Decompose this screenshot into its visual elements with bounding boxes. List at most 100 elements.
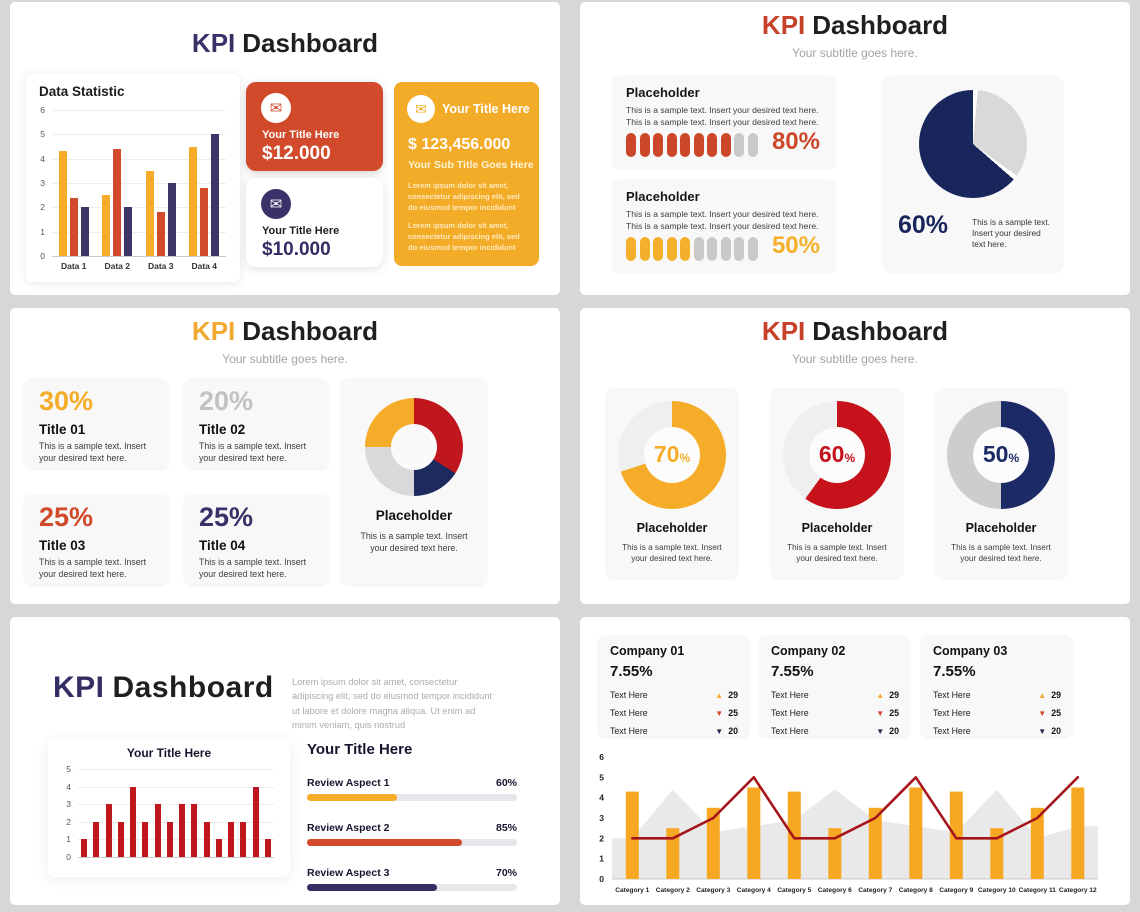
title-main: Dashboard [812,316,949,346]
slide-3[interactable]: KPI Dashboard Your subtitle goes here. 30… [10,308,560,604]
stat-card-white: ✉ Your Title Here $10.000 [246,178,383,267]
svg-text:Category 7: Category 7 [858,887,892,894]
stat-card-title: Your Title Here [262,225,340,237]
detail-card-yellow: ✉ Your Title Here $ 123,456.000 Your Sub… [394,82,539,266]
stat-percentage: 30% [39,386,94,416]
stat-title: Title 04 [199,538,246,553]
slide-subtitle: Your subtitle goes here. [792,352,918,366]
envelope-icon: ✉ [261,189,291,219]
title-main: Dashboard [112,671,274,704]
svg-text:Category 2: Category 2 [656,887,690,894]
progress-bar [307,839,517,846]
stat-percentage: 25% [199,502,254,532]
svg-text:3: 3 [599,813,604,823]
review-heading: Your Title Here [307,741,413,758]
stat-card-title-01: 30% Title 01 This is a sample text. Inse… [23,378,170,471]
gauge-donut-50: 50% [947,401,1055,509]
review-percentage: 60% [495,777,517,789]
metric-label: Text Here [771,690,809,700]
metric-row: Text Here ▲ 29 [933,690,1061,704]
stat-title: Title 03 [39,538,86,553]
review-label: Review Aspect 1 [307,777,390,789]
svg-text:Category 10: Category 10 [978,887,1016,894]
pie-chart [919,90,1027,198]
metric-row: Text Here ▼ 20 [771,726,899,740]
gauge-card-70: 70% Placeholder This is a sample text. I… [605,388,739,580]
review-row: Review Aspect 1 60% [307,777,517,807]
metric-row: Text Here ▼ 20 [933,726,1061,740]
title-accent: KPI [191,28,236,58]
review-row: Review Aspect 2 85% [307,822,517,852]
metric-value: 25 [889,708,899,718]
title-accent: KPI [761,316,806,346]
metric-label: Text Here [771,708,809,718]
slide-2[interactable]: KPI Dashboard Your subtitle goes here. Pl… [580,2,1130,295]
stat-card-title-03: 25% Title 03 This is a sample text. Inse… [23,494,170,587]
metric-row: Text Here ▼ 25 [933,708,1061,722]
gauge-caption: This is a sample text. Insert your desir… [951,543,1051,564]
metric-label: Text Here [610,690,648,700]
metric-label: Text Here [610,726,648,736]
grouped-bar-chart: 0 1 2 3 4 5 6 Data 1 Data 2 Data 3 Data 4 [32,105,232,274]
pie-caption: This is a sample text. Insert your desir… [972,217,1050,250]
progress-bar [307,794,517,801]
data-statistic-card: Data Statistic 0 1 2 3 4 5 6 Data 1 Data 2 Data 3… [26,74,240,282]
slide-4[interactable]: KPI Dashboard Your subtitle goes here. 70… [580,308,1130,604]
slide-1[interactable]: KPI Dashboard Data Statistic 0 1 2 3 4 5 6 Data … [10,2,560,295]
detail-card-value: $ 123,456.000 [408,136,511,153]
company-name: Company 01 [610,644,685,658]
stat-percentage: 25% [39,502,94,532]
review-percentage: 70% [495,867,517,879]
stat-title: Title 01 [39,422,86,437]
slide-title: KPI Dashboard [10,316,560,347]
slide-subtitle: Your subtitle goes here. [222,352,348,366]
detail-card-paragraph: Lorem ipsum dolor sit amet, consectetur … [408,221,520,252]
chart-title: Data Statistic [39,84,125,99]
review-panel: Your Title Here Review Aspect 1 60% Revi… [307,741,517,891]
chart-title: Your Title Here [126,746,212,760]
kpi-percentage: 80% [771,128,820,155]
slide-6[interactable]: Company 01 7.55% Text Here ▲ 29 Text Here… [580,617,1130,905]
down-arrow-icon: ▼ [1038,726,1047,736]
pill-progress-bar [626,133,758,157]
stat-text: This is a sample text. Insert your desir… [39,557,147,579]
metric-value: 29 [728,690,738,700]
metric-value: 25 [728,708,738,718]
metric-row: Text Here ▼ 25 [771,708,899,722]
metric-label: Text Here [933,708,971,718]
detail-card-paragraph: Lorem ipsum dolor sit amet, consectetur … [408,181,520,212]
slide-title: KPI Dashboard [10,28,560,59]
review-row: Review Aspect 3 70% [307,867,517,897]
svg-text:2: 2 [599,833,604,843]
pie-percentage: 60% [898,211,949,239]
gauge-card-60: 60% Placeholder This is a sample text. I… [770,388,904,580]
intro-paragraph: Lorem ipsum dolor sit amet, consectetur … [292,677,492,731]
title-accent: KPI [761,10,806,40]
stat-text: This is a sample text. Insert your desir… [199,441,307,463]
stat-title: Title 02 [199,422,246,437]
svg-text:Category 8: Category 8 [899,887,933,894]
metric-value: 20 [1051,726,1061,736]
stat-text: This is a sample text. Insert your desir… [39,441,147,463]
svg-text:Category 3: Category 3 [696,887,730,894]
gauge-heading: Placeholder [636,521,708,535]
gauge-heading: Placeholder [801,521,873,535]
company-percentage: 7.55% [771,663,814,680]
pill-progress-bar [626,237,758,261]
stat-card-orange: ✉ Your Title Here $12.000 [246,82,383,171]
company-card-03: Company 03 7.55% Text Here ▲ 29 Text Here… [920,635,1073,739]
stat-text: This is a sample text. Insert your desir… [199,557,307,579]
down-arrow-icon: ▼ [715,708,724,718]
svg-text:6: 6 [599,752,604,762]
down-arrow-icon: ▼ [715,726,724,736]
title-main: Dashboard [812,10,949,40]
review-label: Review Aspect 3 [307,867,390,879]
slide-5[interactable]: KPI Dashboard Lorem ipsum dolor sit amet,… [10,617,560,905]
down-arrow-icon: ▼ [876,726,885,736]
title-main: Dashboard [242,28,379,58]
metric-label: Text Here [933,690,971,700]
up-arrow-icon: ▲ [1038,690,1047,700]
kpi-text: This is a sample text. Insert your desir… [626,105,819,128]
